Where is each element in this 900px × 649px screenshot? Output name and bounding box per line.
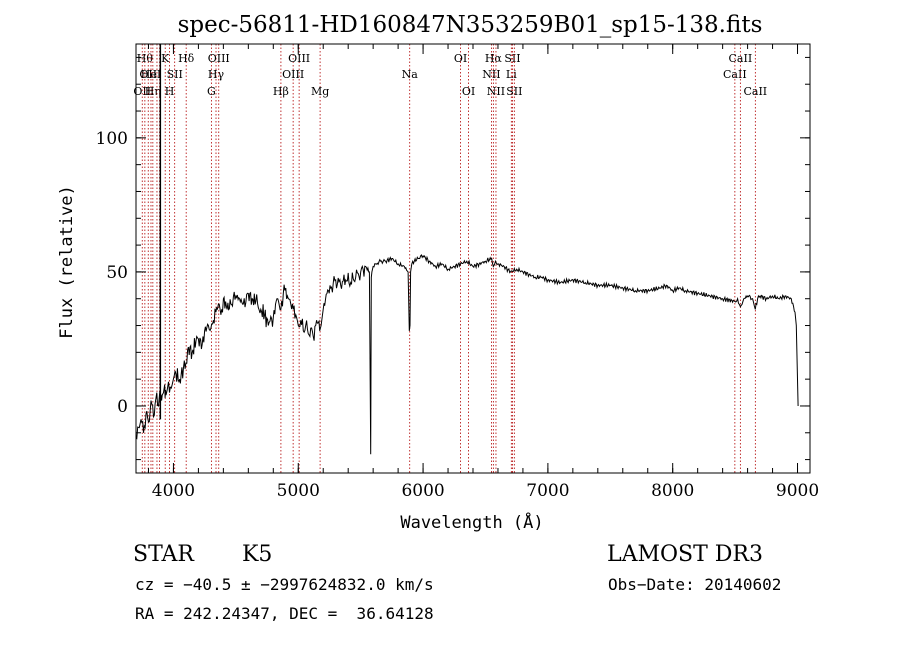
plot-frame: [135, 43, 811, 474]
line-marker-label: OIII: [208, 52, 230, 65]
line-marker-label: HeI: [141, 68, 161, 81]
ra-dec-coordinates: RA = 242.24347, DEC = 36.64128: [135, 604, 434, 623]
line-marker-label: Hβ: [273, 85, 289, 98]
line-marker-label: OII: [133, 85, 151, 98]
line-marker-label: CaII: [729, 52, 753, 65]
line-marker-label: H: [165, 85, 175, 98]
x-tick-label: 5000: [277, 481, 320, 501]
y-tick-label: 100: [96, 129, 128, 149]
flux-line: [135, 254, 799, 455]
line-marker-label: Hδ: [178, 52, 195, 65]
line-marker-label: Mg: [311, 85, 329, 98]
line-marker-label: CaII: [743, 85, 767, 98]
line-marker-label: Hη: [145, 85, 161, 98]
line-marker-label: G: [207, 85, 216, 98]
line-marker-label: K: [161, 52, 170, 65]
line-marker-label: OIII: [282, 68, 304, 81]
chart-title: spec-56811-HD160847N353259B01_sp15-138.f…: [178, 12, 763, 38]
x-tick-label: 8000: [651, 481, 694, 501]
line-marker-label: OII: [139, 68, 157, 81]
x-tick-label: 9000: [776, 481, 819, 501]
flux-series: [135, 44, 799, 455]
y-tick-label: 0: [117, 397, 128, 417]
x-axis-label: Wavelength (Å): [400, 511, 543, 533]
line-marker-label: NII: [487, 85, 505, 98]
line-marker-label: SII: [167, 68, 183, 81]
x-tick-label: 7000: [526, 481, 569, 501]
survey-name: LAMOST DR3: [607, 542, 763, 567]
redshift-cz: cz = −40.5 ± −2997624832.0 km/s: [135, 575, 434, 594]
line-marker-label: Hα: [485, 52, 503, 65]
line-marker-label: Na: [402, 68, 419, 81]
line-marker-label: OI: [462, 85, 475, 98]
line-marker-label: NII: [482, 68, 500, 81]
line-marker-label: SII: [506, 85, 522, 98]
x-tick-label: 6000: [401, 481, 444, 501]
spectral-line-markers: OIIHθOIIHeIHηKHSIIHδGHγOIIIHβOIIIOIIIMgN…: [133, 44, 767, 473]
observation-date: Obs−Date: 20140602: [608, 575, 781, 594]
line-marker-label: OIII: [288, 52, 310, 65]
object-subclass: K5: [242, 542, 272, 567]
axes: 4000 5000 6000 7000 8000 9000 0 50 100: [96, 43, 819, 501]
y-tick-label: 50: [106, 263, 128, 283]
x-tick-label: 4000: [152, 481, 195, 501]
y-axis-label: Flux (relative): [57, 185, 77, 339]
line-marker-label: CaII: [723, 68, 747, 81]
line-marker-label: Hθ: [137, 52, 154, 65]
line-marker-label: OI: [454, 52, 467, 65]
object-class: STAR: [133, 542, 195, 567]
line-marker-label: Hγ: [208, 68, 225, 81]
line-marker-label: Li: [506, 68, 517, 81]
line-marker-label: SII: [504, 52, 520, 65]
